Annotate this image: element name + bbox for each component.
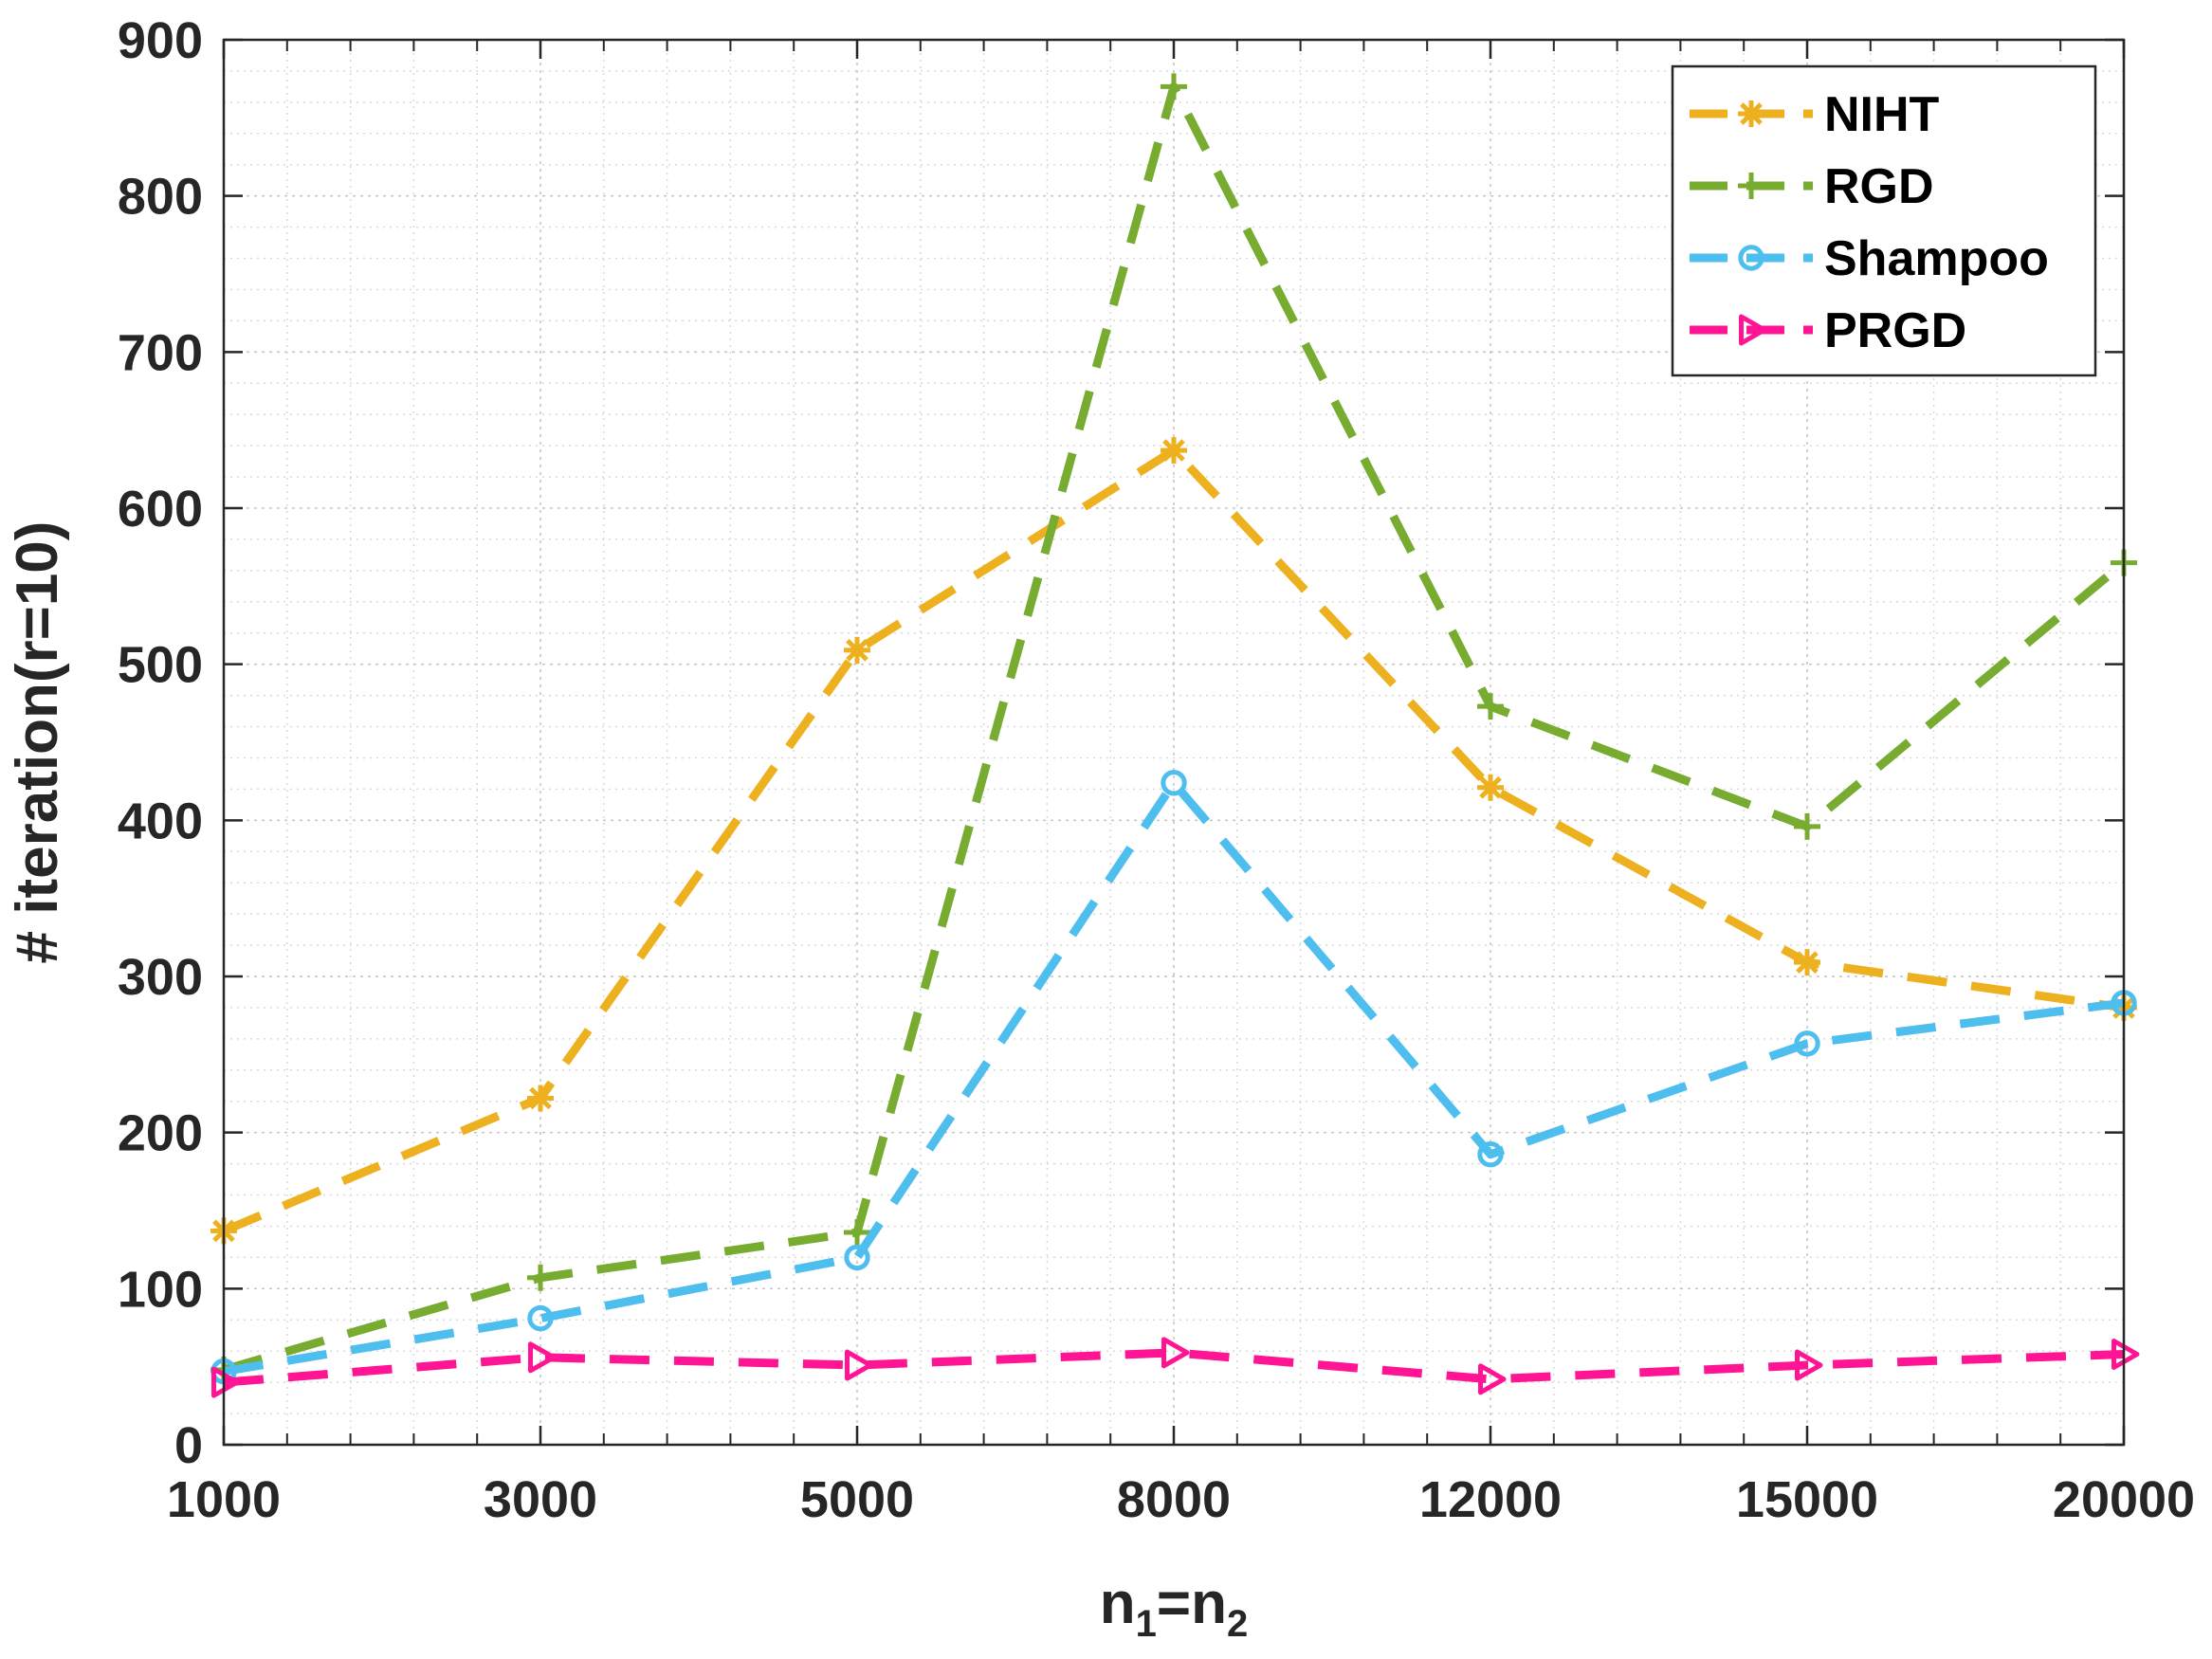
y-tick-label: 500 — [118, 637, 203, 694]
y-tick-label: 300 — [118, 949, 203, 1006]
x-label-base: n — [1100, 1571, 1136, 1636]
data-point-niht — [844, 636, 870, 664]
x-tick-label: 15000 — [1736, 1471, 1878, 1528]
legend: NIHT RGD Shampoo PRGD — [1671, 64, 2097, 377]
x-tick-label: 12000 — [1419, 1471, 1562, 1528]
data-point-shampoo — [1161, 770, 1187, 796]
data-point-rgd — [844, 1219, 870, 1247]
x-axis-label: n1=n2 — [1100, 1571, 1248, 1645]
data-point-rgd — [1477, 693, 1504, 720]
data-point-prgd — [1161, 1337, 1190, 1369]
y-tick-label: 700 — [118, 324, 203, 381]
y-tick-label: 0 — [174, 1417, 203, 1474]
data-point-prgd — [2111, 1338, 2140, 1370]
legend-marker-rgd — [1738, 173, 1764, 199]
data-point-shampoo — [844, 1244, 870, 1271]
x-tick-label: 1000 — [167, 1471, 281, 1528]
data-point-prgd — [1795, 1349, 1823, 1381]
x-label-base2: n — [1191, 1571, 1227, 1636]
legend-marker-niht — [1738, 100, 1764, 127]
y-tick-label: 100 — [118, 1261, 203, 1318]
data-point-shampoo — [1794, 1030, 1820, 1057]
data-point-rgd — [527, 1264, 554, 1291]
legend-item-niht: NIHT — [1690, 87, 1940, 142]
data-point-rgd — [1161, 73, 1187, 100]
x-label-equals: = — [1157, 1571, 1191, 1636]
y-axis-label: # iteration(r=10) — [5, 521, 70, 964]
series-line-shampoo — [223, 778, 2125, 1376]
data-point-prgd — [845, 1349, 873, 1381]
data-point-niht — [1477, 774, 1504, 801]
y-tick-label: 900 — [118, 12, 203, 69]
x-label-sub2: 2 — [1227, 1603, 1248, 1645]
series-shampoo — [210, 770, 2137, 1385]
legend-label-rgd: RGD — [1824, 159, 1934, 214]
x-tick-label: 3000 — [484, 1471, 597, 1528]
y-tick-label: 400 — [118, 793, 203, 849]
legend-label-shampoo: Shampoo — [1824, 231, 2049, 286]
x-tick-label: 5000 — [800, 1471, 914, 1528]
legend-marker-prgd — [1739, 314, 1767, 346]
data-point-niht — [527, 1085, 554, 1112]
legend-item-prgd: PRGD — [1690, 303, 1966, 358]
tick-marks — [222, 38, 2126, 1447]
series-line-prgd — [223, 1348, 2125, 1387]
data-point-shampoo — [527, 1304, 554, 1332]
legend-item-shampoo: Shampoo — [1690, 231, 2049, 286]
data-point-niht — [1794, 949, 1820, 976]
y-axis-tick-labels: 0 100 200 300 400 500 600 700 800 900 — [118, 12, 203, 1474]
data-point-rgd — [1794, 812, 1820, 840]
data-point-prgd — [211, 1366, 240, 1398]
legend-item-rgd: RGD — [1690, 159, 1934, 214]
x-axis-tick-labels: 1000 3000 5000 8000 12000 15000 20000 — [167, 1471, 2195, 1528]
x-label-sub1: 1 — [1136, 1603, 1157, 1645]
y-tick-label: 200 — [118, 1105, 203, 1162]
legend-marker-shampoo — [1738, 245, 1764, 271]
legend-label-prgd: PRGD — [1824, 303, 1966, 358]
legend-label-niht: NIHT — [1824, 87, 1940, 142]
y-tick-label: 600 — [118, 481, 203, 538]
data-point-prgd — [528, 1341, 557, 1374]
data-point-shampoo — [1477, 1141, 1504, 1168]
series-prgd — [211, 1337, 2140, 1398]
y-tick-label: 800 — [118, 169, 203, 226]
data-point-prgd — [1478, 1363, 1507, 1395]
x-tick-label: 8000 — [1117, 1471, 1231, 1528]
data-point-niht — [1161, 437, 1187, 465]
x-tick-label: 20000 — [2053, 1471, 2195, 1528]
